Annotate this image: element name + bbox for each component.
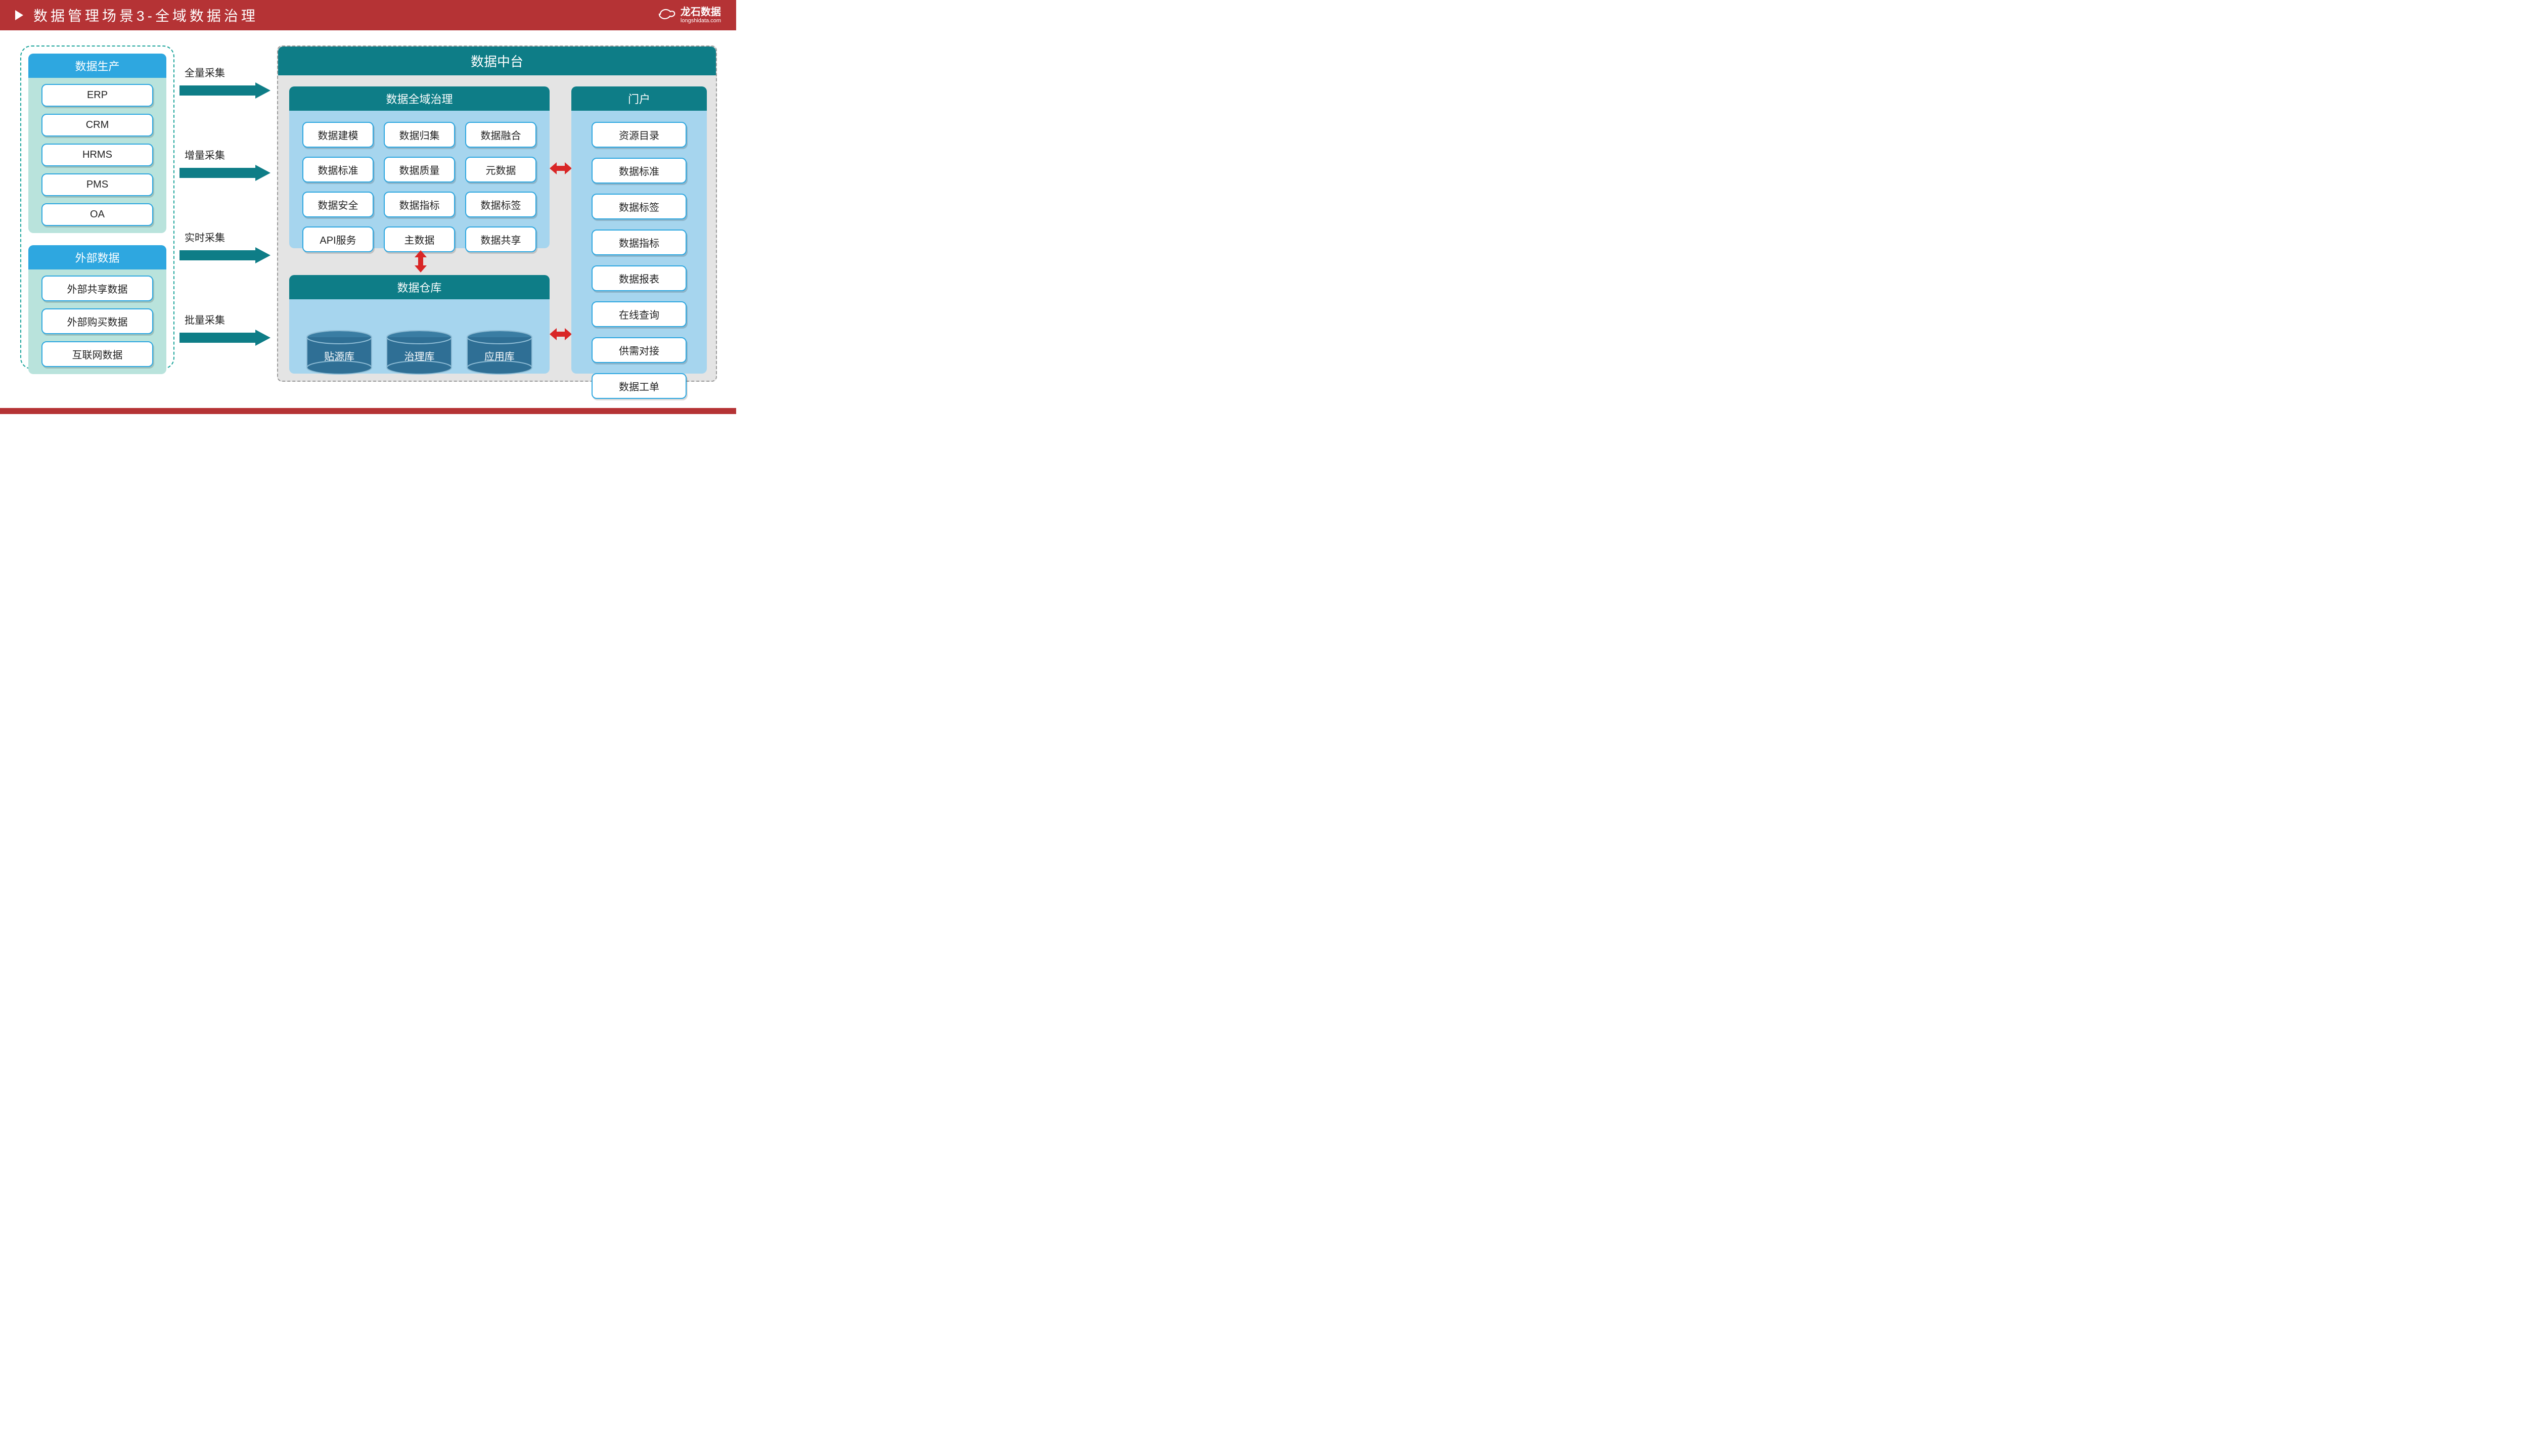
governance-item: 元数据 [465, 157, 536, 183]
database-label: 治理库 [404, 348, 434, 363]
production-item: CRM [41, 114, 153, 136]
ingest-arrow: 增量采集 [179, 147, 276, 181]
governance-item: 数据共享 [465, 226, 536, 252]
arrow-right-icon [179, 82, 270, 99]
external-item: 外部共享数据 [41, 276, 153, 301]
production-item: HRMS [41, 144, 153, 166]
governance-item: 数据质量 [384, 157, 455, 183]
arrow-right-icon [179, 247, 270, 263]
portal-item: 数据标准 [592, 158, 687, 184]
ingest-arrow-label: 全量采集 [185, 65, 276, 79]
portal-item: 供需对接 [592, 337, 687, 363]
external-item: 外部购买数据 [41, 308, 153, 334]
platform-title: 数据中台 [278, 47, 716, 75]
portal-item: 数据标签 [592, 194, 687, 219]
production-item: ERP [41, 84, 153, 107]
governance-item: 数据标准 [302, 157, 374, 183]
data-platform: 数据中台 数据全域治理 数据建模数据归集数据融合数据标准数据质量元数据数据安全数… [277, 46, 717, 382]
governance-item: 主数据 [384, 226, 455, 252]
page-header: 数据管理场景3-全域数据治理 龙石数据 longshidata.com [0, 0, 736, 30]
governance-item: API服务 [302, 226, 374, 252]
governance-item: 数据归集 [384, 122, 455, 148]
governance-item: 数据标签 [465, 192, 536, 217]
portal-title: 门户 [571, 86, 707, 111]
left-source-group: 数据生产 ERP CRM HRMS PMS OA 外部数据 外部共享数据外部购买数据互联… [20, 46, 174, 369]
database-cylinder: 应用库 [464, 330, 535, 376]
arrow-right-icon [179, 165, 270, 181]
ingest-arrow-label: 增量采集 [185, 147, 276, 162]
ingest-arrow-label: 批量采集 [185, 312, 276, 327]
governance-item: 数据指标 [384, 192, 455, 217]
production-item: OA [41, 203, 153, 226]
warehouse-title: 数据仓库 [289, 275, 550, 299]
warehouse-box: 数据仓库 贴源库 治理库 应用库 [289, 275, 550, 374]
portal-item: 数据报表 [592, 265, 687, 291]
ingest-arrow-label: 实时采集 [185, 230, 276, 244]
ingest-arrow: 实时采集 [179, 230, 276, 263]
logo-brand: 龙石数据 [681, 7, 721, 18]
bi-arrow-horizontal-icon [550, 327, 572, 341]
brand-logo: 龙石数据 longshidata.com [658, 7, 721, 24]
database-cylinder: 治理库 [384, 330, 455, 376]
production-item: PMS [41, 173, 153, 196]
governance-item: 数据建模 [302, 122, 374, 148]
external-panel: 外部数据 外部共享数据外部购买数据互联网数据 [28, 245, 166, 374]
diagram-canvas: 数据生产 ERP CRM HRMS PMS OA 外部数据 外部共享数据外部购买数据互联… [0, 30, 736, 404]
logo-sub: longshidata.com [681, 18, 721, 24]
portal-item: 数据指标 [592, 230, 687, 255]
bi-arrow-vertical-icon [414, 250, 428, 272]
governance-item: 数据融合 [465, 122, 536, 148]
governance-box: 数据全域治理 数据建模数据归集数据融合数据标准数据质量元数据数据安全数据指标数据… [289, 86, 550, 248]
database-cylinder: 贴源库 [304, 330, 375, 376]
footer-bar [0, 408, 736, 414]
governance-title: 数据全域治理 [289, 86, 550, 111]
external-item: 互联网数据 [41, 341, 153, 367]
page-title: 数据管理场景3-全域数据治理 [33, 5, 258, 25]
database-label: 应用库 [484, 348, 515, 363]
production-title: 数据生产 [28, 54, 166, 78]
ingest-arrow: 批量采集 [179, 312, 276, 346]
ingest-arrows: 全量采集增量采集实时采集批量采集 [179, 65, 276, 394]
portal-item: 在线查询 [592, 301, 687, 327]
portal-item: 资源目录 [592, 122, 687, 148]
logo-icon [658, 8, 676, 23]
bi-arrow-horizontal-icon [550, 161, 572, 175]
arrow-right-icon [179, 330, 270, 346]
database-label: 贴源库 [324, 348, 354, 363]
ingest-arrow: 全量采集 [179, 65, 276, 99]
governance-item: 数据安全 [302, 192, 374, 217]
production-panel: 数据生产 ERP CRM HRMS PMS OA [28, 54, 166, 233]
portal-item: 数据工单 [592, 373, 687, 399]
portal-box: 门户 资源目录数据标准数据标签数据指标数据报表在线查询供需对接数据工单 [571, 86, 707, 374]
external-title: 外部数据 [28, 245, 166, 269]
header-triangle-icon [15, 10, 23, 20]
